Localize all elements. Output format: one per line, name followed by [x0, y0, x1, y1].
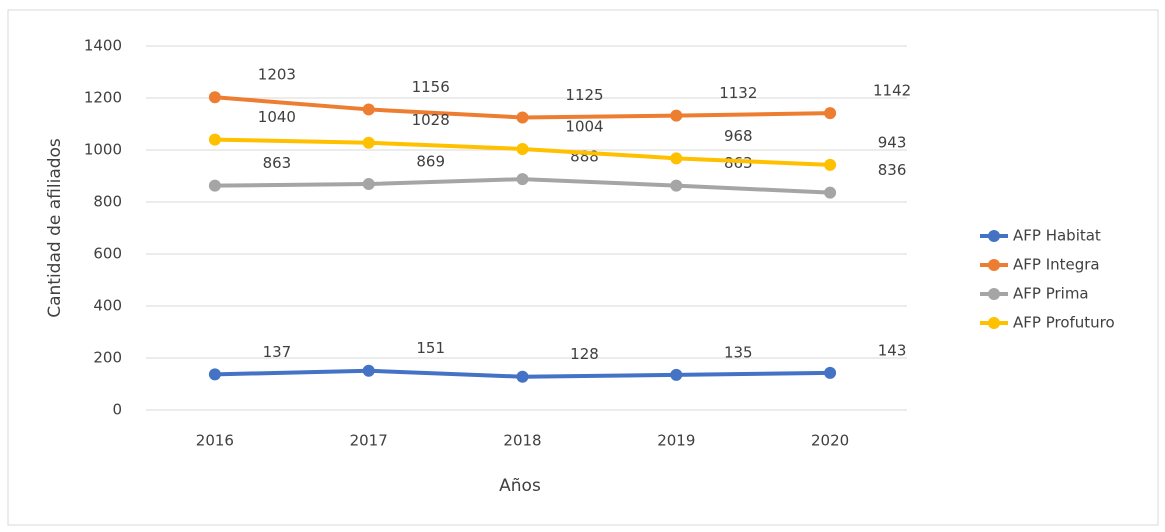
y-tick-label: 800: [93, 193, 122, 211]
data-label: 1132: [719, 84, 757, 102]
data-label: 863: [263, 154, 292, 172]
legend-marker: [988, 259, 1000, 271]
point: [670, 179, 683, 192]
point: [516, 370, 529, 383]
point: [362, 178, 375, 191]
point: [208, 368, 221, 381]
data-label: 869: [416, 153, 445, 171]
data-label: 1156: [412, 78, 450, 96]
point: [516, 111, 529, 124]
legend-marker: [988, 230, 1000, 242]
data-label: 137: [263, 343, 292, 361]
data-label: 151: [416, 339, 445, 357]
legend-marker: [988, 288, 1000, 300]
y-tick-label: 200: [93, 349, 122, 367]
data-label: 1142: [873, 82, 911, 100]
point: [824, 158, 837, 171]
point: [208, 179, 221, 192]
legend-label: AFP Integra: [1013, 256, 1100, 274]
data-label: 863: [724, 154, 753, 172]
y-tick-label: 400: [93, 297, 122, 315]
data-label: 968: [724, 127, 753, 145]
data-label: 1028: [412, 111, 450, 129]
data-label: 943: [878, 133, 907, 151]
point: [208, 133, 221, 146]
data-label: 836: [878, 161, 907, 179]
point: [362, 103, 375, 116]
point: [824, 107, 837, 120]
x-tick-label: 2017: [350, 432, 388, 450]
y-axis-title: Cantidad de afiliados: [45, 138, 65, 318]
point: [670, 152, 683, 165]
data-label: 143: [878, 341, 907, 359]
x-tick-label: 2018: [503, 432, 541, 450]
point: [516, 142, 529, 155]
point: [362, 364, 375, 377]
x-axis-title: Años: [499, 476, 541, 496]
legend-label: AFP Habitat: [1013, 227, 1101, 245]
data-label: 1004: [565, 117, 603, 135]
y-tick-label: 1000: [84, 141, 122, 159]
legend-label: AFP Prima: [1013, 285, 1089, 303]
point: [516, 173, 529, 186]
point: [824, 186, 837, 199]
point: [670, 109, 683, 122]
legend-marker: [988, 317, 1000, 329]
y-tick-label: 1200: [84, 89, 122, 107]
chart-border: [7, 9, 1159, 526]
y-tick-label: 600: [93, 245, 122, 263]
point: [208, 91, 221, 104]
data-label: 1040: [258, 108, 296, 126]
data-label: 1203: [258, 66, 296, 84]
point: [824, 366, 837, 379]
data-label: 1125: [565, 86, 603, 104]
data-label: 128: [570, 345, 599, 363]
data-label: 135: [724, 343, 753, 361]
point: [670, 368, 683, 381]
x-tick-label: 2016: [196, 432, 234, 450]
x-tick-label: 2019: [657, 432, 695, 450]
point: [362, 136, 375, 149]
y-tick-label: 1400: [84, 37, 122, 55]
legend-label: AFP Profuturo: [1013, 314, 1115, 332]
x-tick-label: 2020: [811, 432, 849, 450]
y-tick-label: 0: [112, 401, 122, 419]
